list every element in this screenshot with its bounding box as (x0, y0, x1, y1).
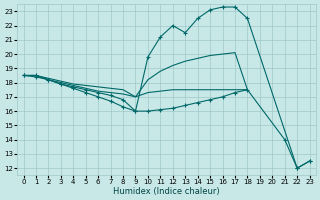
X-axis label: Humidex (Indice chaleur): Humidex (Indice chaleur) (113, 187, 220, 196)
